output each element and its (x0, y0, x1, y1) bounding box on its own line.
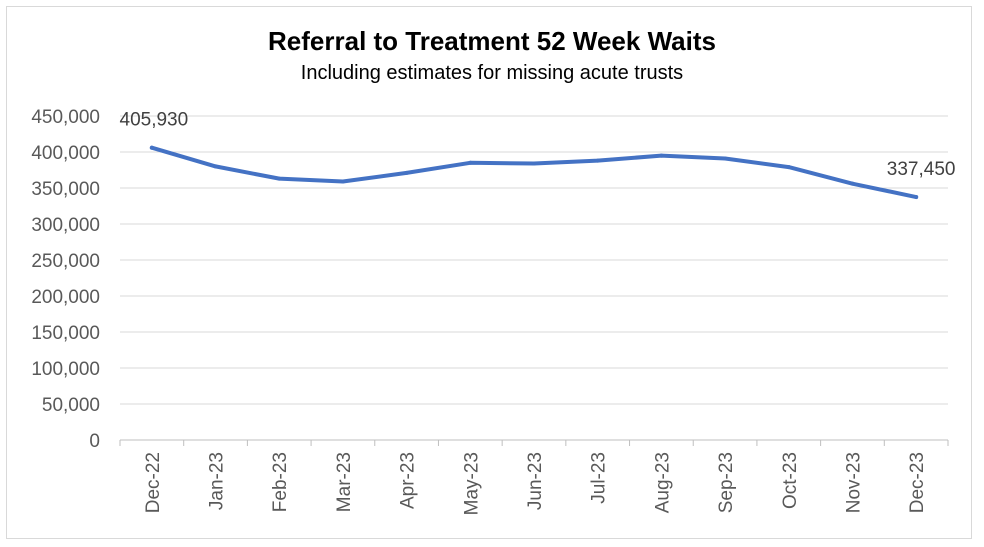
y-tick-label: 100,000 (31, 359, 100, 380)
x-axis-tick-labels: Dec-22 Jan-23 Feb-23 Mar-23 Apr-23 May-23 Jun-… (143, 452, 928, 515)
x-tick-label: Oct-23 (780, 452, 801, 509)
y-tick-label: 250,000 (31, 251, 100, 272)
y-tick-label: 450,000 (31, 107, 100, 128)
x-tick-label: Apr-23 (398, 452, 419, 509)
x-tick-label: May-23 (461, 452, 482, 515)
data-label: 337,450 (887, 159, 956, 180)
chart-title: Referral to Treatment 52 Week Waits (268, 26, 716, 56)
x-tick-label: Dec-23 (907, 452, 928, 513)
y-tick-label: 300,000 (31, 215, 100, 236)
x-tick-label: Jul-23 (589, 452, 610, 504)
data-point (595, 158, 600, 163)
data-point (213, 164, 218, 169)
data-point (340, 179, 345, 184)
chart-frame (6, 6, 972, 539)
y-tick-label: 400,000 (31, 143, 100, 164)
x-tick-label: Dec-22 (143, 452, 164, 513)
x-tick-label: Jun-23 (525, 452, 546, 510)
x-tick-label: Sep-23 (716, 452, 737, 513)
y-tick-label: 150,000 (31, 323, 100, 344)
data-point (149, 145, 154, 150)
series-layer (149, 145, 919, 200)
x-tick-label: Feb-23 (270, 452, 291, 512)
data-point (914, 195, 919, 200)
y-tick-label: 50,000 (42, 395, 100, 416)
data-point (532, 161, 536, 166)
y-tick-label: 350,000 (31, 179, 100, 200)
gridlines (120, 115, 948, 405)
data-point (723, 156, 728, 161)
x-tick-label: Mar-23 (334, 452, 355, 512)
x-tick-label: Nov-23 (843, 452, 864, 513)
data-point (277, 176, 282, 181)
data-point (404, 170, 409, 175)
x-tick-label: Jan-23 (207, 452, 228, 510)
x-tick-label: Aug-23 (652, 452, 673, 513)
data-point (659, 153, 664, 158)
y-tick-label: 200,000 (31, 287, 100, 308)
data-point (468, 160, 473, 165)
y-tick-label: 0 (89, 431, 100, 452)
data-label: 405,930 (120, 110, 189, 131)
y-axis-tick-labels: 0 50,000 100,000 150,000 200,000 250,000 300,0… (31, 107, 100, 452)
data-labels: 405,930 337,450 (120, 110, 956, 180)
x-axis (119, 439, 949, 446)
series-line (149, 145, 919, 200)
data-point (850, 181, 855, 186)
data-point (786, 165, 791, 170)
chart-subtitle: Including estimates for missing acute tr… (300, 62, 684, 84)
